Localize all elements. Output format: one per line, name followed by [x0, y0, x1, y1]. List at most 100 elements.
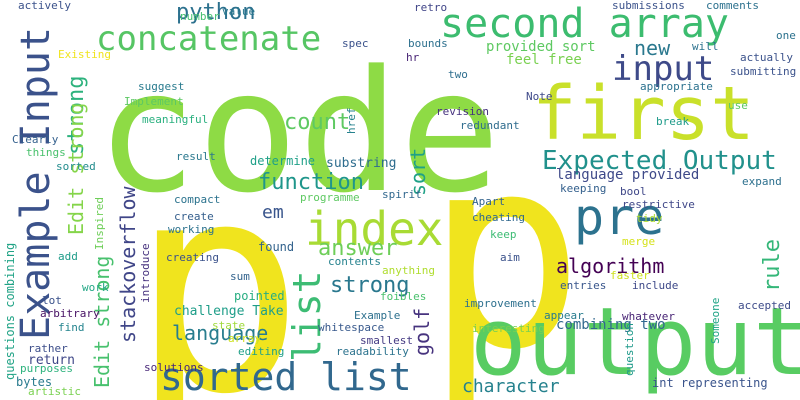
- cloud-word: comments: [706, 0, 759, 12]
- cloud-word: aim: [500, 251, 520, 264]
- cloud-word: pre: [574, 188, 665, 246]
- cloud-word: found: [258, 240, 295, 254]
- cloud-word: language: [172, 321, 269, 345]
- cloud-word: Example: [354, 309, 401, 322]
- cloud-word: result: [176, 150, 216, 163]
- cloud-word: questions combining: [3, 242, 17, 380]
- cloud-word: pointed: [234, 289, 285, 303]
- cloud-word: index: [305, 202, 444, 256]
- cloud-word: faster: [610, 269, 650, 282]
- cloud-word: number: [180, 10, 220, 23]
- cloud-word: substring: [326, 156, 397, 171]
- cloud-word: working: [168, 223, 215, 236]
- cloud-word: rather: [28, 342, 68, 355]
- cloud-word: Apart: [472, 195, 506, 208]
- cloud-word: restrictive: [622, 198, 695, 211]
- cloud-word: two: [448, 68, 468, 81]
- cloud-word: determine: [250, 154, 316, 168]
- cloud-word: Clearly: [12, 133, 59, 146]
- cloud-word: break: [656, 115, 690, 128]
- cloud-word: language provided: [556, 167, 700, 183]
- cloud-word: retro: [414, 1, 448, 14]
- cloud-word: count: [284, 110, 351, 135]
- cloud-word: p: [425, 100, 585, 400]
- cloud-word: things: [26, 146, 66, 159]
- cloud-word: introduce: [139, 243, 152, 303]
- cloud-word: readability: [336, 345, 409, 358]
- cloud-word: creating: [166, 251, 219, 264]
- cloud-word: first: [532, 71, 755, 157]
- cloud-word: golf: [410, 307, 434, 356]
- cloud-word: provided sort: [486, 39, 596, 55]
- cloud-word: strong: [330, 273, 410, 298]
- cloud-word: p: [130, 121, 305, 400]
- cloud-word: foibles: [380, 290, 427, 303]
- cloud-word: Inspired: [93, 197, 106, 250]
- cloud-word: meaningful: [142, 113, 209, 126]
- cloud-word: submissions: [612, 0, 685, 12]
- cloud-word: Note: [526, 90, 553, 103]
- cloud-word: appropriate: [640, 80, 713, 93]
- cloud-word: whitespace: [318, 321, 385, 334]
- cloud-word: question: [623, 323, 636, 376]
- cloud-word: function: [258, 170, 364, 195]
- cloud-word: expand: [742, 175, 782, 188]
- cloud-word: Someone: [709, 297, 722, 344]
- cloud-word: keep: [490, 228, 517, 241]
- cloud-word: spec: [342, 37, 369, 50]
- cloud-word: Existing: [58, 48, 111, 61]
- cloud-word: programme: [300, 191, 360, 204]
- cloud-word: cheating: [472, 211, 525, 224]
- cloud-word: value: [222, 5, 256, 18]
- cloud-word: artistic: [28, 385, 81, 398]
- cloud-word: bounds: [408, 37, 448, 50]
- cloud-word: sorted list: [160, 355, 412, 399]
- cloud-word: whatever: [622, 310, 675, 323]
- cloud-word: sum: [230, 270, 250, 283]
- cloud-word: anything: [382, 264, 435, 277]
- cloud-word: compact: [174, 193, 221, 206]
- cloud-word: smallest: [360, 334, 413, 347]
- cloud-word: href: [345, 107, 358, 135]
- cloud-word: create: [174, 210, 214, 223]
- cloud-word: lot: [42, 294, 62, 307]
- cloud-word: Implement: [124, 95, 184, 108]
- cloud-word: revision: [436, 105, 489, 118]
- cloud-word: solutions: [144, 361, 204, 374]
- cloud-word: suggest: [138, 80, 185, 93]
- cloud-word: int representing: [652, 376, 768, 390]
- cloud-word: rule: [760, 239, 785, 292]
- cloud-word: find: [58, 321, 85, 334]
- cloud-word: state: [212, 319, 246, 332]
- cloud-word: spirit: [382, 188, 422, 201]
- cloud-word: character: [462, 376, 560, 397]
- cloud-word: submitting: [730, 65, 797, 78]
- cloud-word: arbitrary: [40, 307, 100, 320]
- cloud-word: hr: [406, 51, 420, 64]
- cloud-word: actively: [18, 0, 71, 12]
- cloud-word: challenge Take: [174, 304, 284, 319]
- cloud-word: actually: [740, 51, 793, 64]
- cloud-word: return: [28, 353, 75, 368]
- cloud-word: contents: [328, 255, 381, 268]
- cloud-word: combining two: [556, 317, 666, 333]
- cloud-word: code: [96, 34, 501, 230]
- cloud-word: interesting: [472, 322, 545, 335]
- cloud-word: em: [262, 202, 284, 223]
- cloud-word: add: [58, 250, 78, 263]
- cloud-word: concatenate: [96, 19, 322, 59]
- cloud-word: keeping: [560, 182, 607, 195]
- cloud-word: list: [285, 270, 329, 362]
- cloud-word: use: [728, 99, 748, 112]
- cloud-word: improvement: [464, 297, 537, 310]
- cloud-word: bool: [620, 185, 647, 198]
- cloud-word: purposes: [20, 362, 73, 375]
- cloud-word: one: [776, 29, 796, 42]
- cloud-word: bytes: [16, 375, 53, 389]
- cloud-word: Expected Output: [542, 146, 777, 176]
- cloud-word: stackoverflow: [116, 186, 140, 343]
- cloud-word: Edit strong: [90, 255, 114, 388]
- cloud-word: editing: [238, 345, 285, 358]
- cloud-word: new: [634, 36, 671, 60]
- cloud-word: appear: [544, 309, 584, 322]
